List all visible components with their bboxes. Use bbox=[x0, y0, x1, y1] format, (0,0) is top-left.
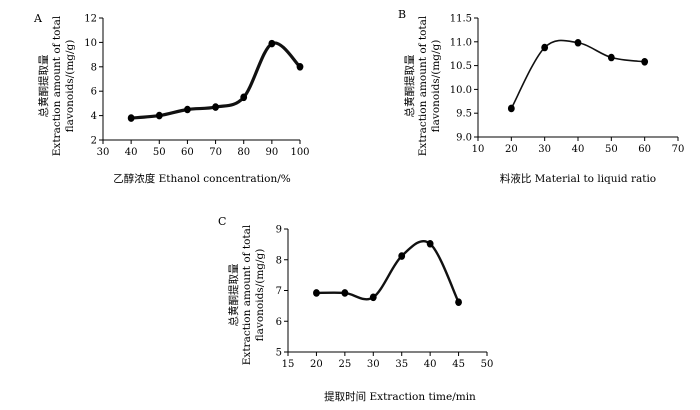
y-tick-label-c: 6 bbox=[276, 317, 282, 328]
y-tick-label-c: 5 bbox=[276, 348, 282, 359]
y-axis-label-a-line1: 总黄酮提取量 bbox=[37, 54, 50, 117]
y-axis-label-a-line2: Extraction amount of total bbox=[51, 15, 63, 156]
x-tick-label-a: 30 bbox=[97, 147, 110, 158]
plot-c: 5 6 7 8 9 15 20 25 30 35 40 45 50 bbox=[276, 225, 494, 371]
y-axis-label-c-line3: flavonoids/(mg/g) bbox=[254, 249, 266, 342]
y-tick-label-a: 12 bbox=[84, 14, 97, 25]
plot-b: 9.0 9.5 10.0 10.5 11.0 11.5 10 20 30 40 50 60 70 bbox=[450, 14, 685, 156]
x-tick-label-b: 20 bbox=[505, 144, 518, 155]
data-point-c bbox=[426, 239, 434, 248]
y-tick-label-c: 9 bbox=[276, 225, 282, 236]
x-tick-label-b: 10 bbox=[472, 144, 485, 155]
x-tick-label-a: 100 bbox=[290, 147, 309, 158]
data-point-c bbox=[398, 252, 406, 260]
series-line-b bbox=[510, 39, 646, 110]
y-tick-label-a: 4 bbox=[91, 111, 97, 122]
data-point-c bbox=[313, 289, 320, 297]
x-axis-label-a: 乙醇浓度 Ethanol concentration/% bbox=[113, 172, 291, 185]
x-tick-label-b: 50 bbox=[605, 144, 618, 155]
y-tick-label-a: 6 bbox=[91, 87, 97, 98]
x-tick-label-b: 70 bbox=[672, 144, 685, 155]
y-tick-label-b: 10.0 bbox=[450, 85, 472, 96]
y-tick-label-b: 11.5 bbox=[450, 14, 472, 25]
panel-b: B 9.0 9.5 10.0 10.5 11.0 11.5 10 20 30 40 50 60 70 料… bbox=[398, 8, 684, 185]
y-axis-label-b-line3: flavonoids/(mg/g) bbox=[430, 40, 442, 133]
x-tick-label-a: 90 bbox=[265, 147, 278, 158]
x-axis-label-b: 料液比 Material to liquid ratio bbox=[500, 172, 656, 185]
x-tick-label-c: 30 bbox=[367, 359, 380, 370]
y-tick-label-b: 9.0 bbox=[456, 133, 472, 144]
y-axis-label-c-line1: 总黄酮提取量 bbox=[227, 263, 240, 326]
data-point-b bbox=[541, 43, 549, 52]
y-axis-label-b-line2: Extraction amount of total bbox=[417, 15, 429, 156]
x-axis-label-c: 提取时间 Extraction time/min bbox=[324, 390, 476, 403]
data-point-b bbox=[607, 53, 615, 62]
x-tick-label-c: 20 bbox=[310, 359, 323, 370]
x-tick-label-b: 40 bbox=[572, 144, 585, 155]
x-tick-label-a: 80 bbox=[237, 147, 250, 158]
data-point-a bbox=[184, 105, 191, 114]
y-tick-label-b: 9.5 bbox=[456, 109, 472, 120]
panel-c: C 5 6 7 8 9 15 20 25 30 35 40 45 50 提取时间 Extraction … bbox=[218, 215, 493, 403]
y-axis-label-b-line1: 总黄酮提取量 bbox=[403, 54, 416, 117]
panel-a: A 2 4 6 8 10 12 30 40 50 60 70 80 90 100 乙醇浓度 Ethanol… bbox=[33, 12, 310, 185]
x-tick-label-c: 50 bbox=[481, 359, 494, 370]
data-point-b bbox=[574, 38, 582, 47]
y-tick-label-a: 8 bbox=[91, 62, 97, 73]
data-point-c bbox=[341, 289, 349, 297]
y-tick-label-c: 8 bbox=[276, 255, 282, 266]
data-point-a bbox=[268, 39, 276, 48]
data-point-b bbox=[641, 57, 649, 66]
data-point-c bbox=[369, 293, 377, 302]
y-tick-label-a: 2 bbox=[91, 136, 97, 147]
data-point-a bbox=[240, 93, 248, 102]
data-point-a bbox=[296, 63, 304, 71]
x-tick-label-a: 50 bbox=[153, 147, 166, 158]
data-point-a bbox=[155, 111, 163, 120]
panel-label-c: C bbox=[218, 215, 226, 228]
x-tick-label-b: 30 bbox=[538, 144, 551, 155]
series-line-c bbox=[315, 239, 460, 304]
data-point-b bbox=[507, 104, 515, 113]
y-tick-label-c: 7 bbox=[276, 286, 282, 297]
x-tick-label-c: 35 bbox=[395, 359, 408, 370]
x-tick-label-c: 40 bbox=[424, 359, 437, 370]
plot-a: 2 4 6 8 10 12 30 40 50 60 70 80 90 100 bbox=[84, 14, 309, 159]
y-tick-label-b: 10.5 bbox=[450, 61, 472, 72]
x-tick-label-a: 40 bbox=[125, 147, 138, 158]
y-axis-label-a-line3: flavonoids/(mg/g) bbox=[64, 40, 76, 133]
data-point-a bbox=[127, 114, 135, 122]
panel-label-b: B bbox=[398, 8, 406, 21]
panel-label-a: A bbox=[33, 12, 43, 25]
data-point-a bbox=[212, 103, 219, 111]
data-point-c bbox=[455, 298, 462, 306]
x-tick-label-a: 70 bbox=[209, 147, 222, 158]
x-tick-label-c: 15 bbox=[282, 359, 295, 370]
y-axis-label-c-line2: Extraction amount of total bbox=[241, 224, 253, 365]
x-tick-label-a: 60 bbox=[181, 147, 194, 158]
y-tick-label-b: 11.0 bbox=[450, 37, 472, 48]
x-tick-label-c: 45 bbox=[452, 359, 465, 370]
y-tick-label-a: 10 bbox=[84, 38, 97, 49]
x-tick-label-c: 25 bbox=[338, 359, 351, 370]
x-tick-label-b: 60 bbox=[638, 144, 651, 155]
